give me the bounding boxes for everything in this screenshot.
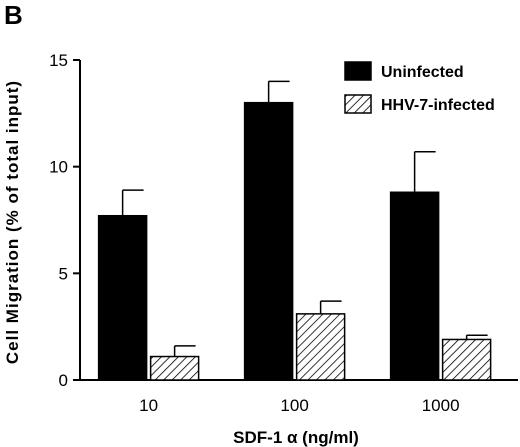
bar-hhv7-infected-100 (295, 313, 346, 381)
x-tick-label: 1000 (422, 396, 460, 415)
x-axis-label: SDF-1 α (ng/ml) (233, 428, 359, 447)
bar-hhv7-infected-1000 (441, 338, 492, 381)
y-tick-label: 10 (49, 158, 68, 177)
bar-hhv7-infected-10 (149, 355, 200, 381)
panel-label: B (4, 0, 23, 30)
bar-uninfected-1000 (389, 191, 440, 381)
bar-uninfected-100 (243, 101, 294, 381)
error-bars (121, 80, 488, 357)
legend-entry: Uninfected (381, 64, 464, 81)
y-tick-label: 5 (59, 264, 68, 283)
bars (97, 101, 492, 381)
legend-entry: HHV-7-infected (381, 97, 495, 114)
y-axis-label: Cell Migration (% of total input) (3, 80, 22, 364)
x-tick-label: 100 (280, 396, 308, 415)
legend-swatch (344, 61, 372, 81)
y-axis-ticks: 0 5 10 15 (49, 51, 80, 390)
y-tick-label: 0 (59, 371, 68, 390)
legend-swatch (344, 94, 372, 114)
y-tick-label: 15 (49, 51, 68, 70)
x-axis-ticks: 10 100 1000 (139, 396, 459, 415)
legend: Uninfected HHV-7-infected (344, 61, 495, 114)
bar-uninfected-10 (97, 214, 148, 381)
x-tick-label: 10 (139, 396, 158, 415)
